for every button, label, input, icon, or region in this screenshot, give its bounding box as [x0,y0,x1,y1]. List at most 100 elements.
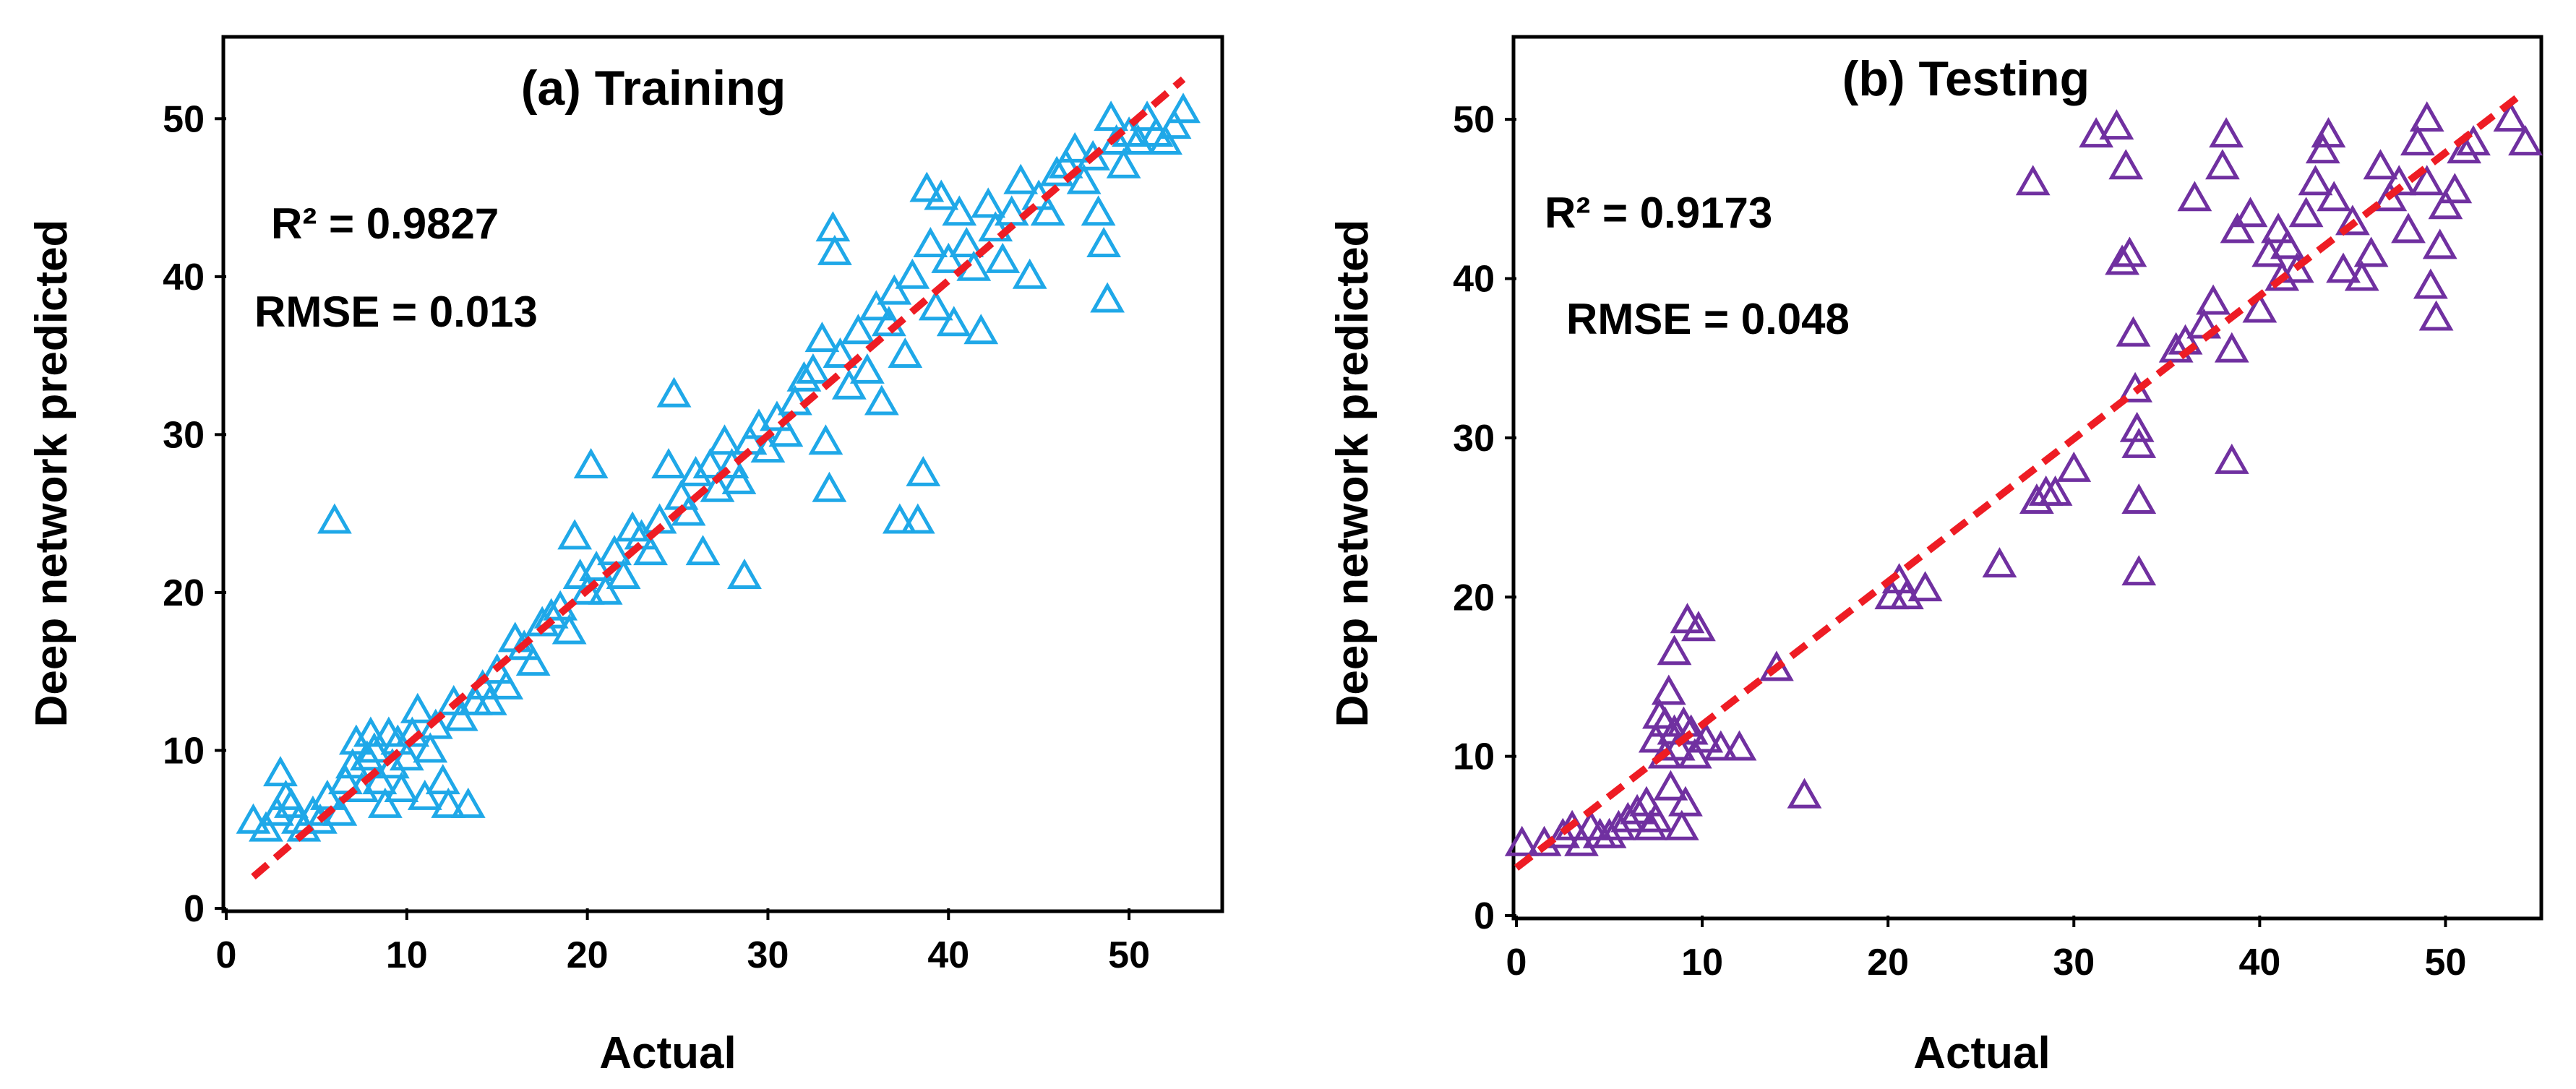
data-point [1148,124,1182,155]
data-point [2447,133,2482,164]
y-axis-label: Deep network predicted [27,220,77,728]
data-point [978,211,1013,242]
data-point [2099,109,2134,140]
data-point [1722,730,1757,761]
data-point [812,471,847,502]
data-point [338,724,374,755]
y-tick-label: 0 [1474,895,1495,937]
y-axis-ticks: 0 10 20 30 40 50 [1453,99,1516,937]
data-point [633,535,668,566]
y-tick-label: 50 [1453,99,1495,141]
data-point [942,195,977,226]
data-point [2353,236,2389,267]
y-tick-label: 30 [163,414,205,456]
r2-label: R² = 0.9827 [271,199,499,248]
data-point [1601,809,1636,840]
data-point [263,756,298,787]
y-tick-label: 20 [1453,577,1495,619]
data-point [1086,227,1122,258]
data-point [1651,674,1686,705]
data-point [2326,252,2361,283]
data-point [1012,258,1047,289]
data-point [1688,722,1724,753]
data-points [236,92,1201,842]
data-point [2391,212,2426,244]
data-point [1504,825,1540,856]
data-point [909,171,945,202]
data-point [1076,139,1111,171]
data-point [249,811,283,842]
data-point [1657,634,1692,666]
data-point [949,227,984,258]
data-point [2220,212,2255,244]
data-point [384,772,419,802]
data-point [1664,809,1699,840]
data-point [515,645,551,676]
data-point [1787,778,1822,809]
data-point [1759,650,1794,681]
data-point [2121,483,2157,514]
x-axis-ticks: 0 10 20 30 40 50 [216,908,1150,976]
data-point [1166,92,1201,124]
data-point [2382,165,2417,196]
data-point [823,337,858,368]
y-tick-label: 0 [184,888,205,930]
x-tick-label: 0 [1506,942,1527,983]
panel-title: (b) Testing [1842,51,2090,106]
data-point [374,748,410,779]
data-point [786,361,822,392]
data-point [2158,332,2194,363]
r2-label: R² = 0.9173 [1545,189,1772,237]
data-point [1057,132,1093,163]
data-point [2038,475,2073,506]
data-point [936,306,971,337]
trend-line [251,76,1186,880]
data-point [2242,292,2277,323]
data-point [2205,149,2240,180]
data-point [443,700,478,731]
data-point [1106,147,1141,178]
x-axis-label: Actual [1913,1028,2050,1078]
y-tick-label: 30 [1453,418,1495,460]
data-point [425,764,460,795]
data-point [2409,101,2444,132]
trend-line [1514,92,2523,871]
data-point [2311,117,2346,148]
data-point [1003,163,1039,194]
data-point [1039,155,1075,186]
data-point [2422,228,2457,259]
data-point [1620,793,1655,825]
data-point [808,424,843,455]
data-point [2288,197,2324,228]
data-point [2121,555,2157,586]
data-point [606,559,641,589]
data-point [1545,817,1581,848]
data-point [721,463,757,494]
data-point [389,740,424,771]
data-point [707,424,742,455]
data-point [2261,212,2296,244]
data-point [2196,284,2231,315]
data-point [1081,195,1116,226]
data-point [849,353,885,384]
data-points [1504,101,2543,856]
data-point [1629,785,1664,817]
data-point [2437,173,2473,204]
data-point [557,519,593,550]
data-point [1668,785,1703,817]
data-point [367,787,403,818]
x-tick-label: 30 [2053,942,2095,983]
data-point [2344,260,2379,291]
data-point [750,432,786,463]
data-point [2209,117,2244,148]
x-tick-label: 40 [2238,942,2280,983]
data-point [1673,714,1709,745]
y-axis-label: Deep network predicted [1328,220,1378,728]
data-point [588,574,623,605]
data-point [349,740,385,771]
data-point [472,684,507,715]
data-point [906,455,941,486]
data-point [877,274,912,305]
data-point [551,614,587,645]
